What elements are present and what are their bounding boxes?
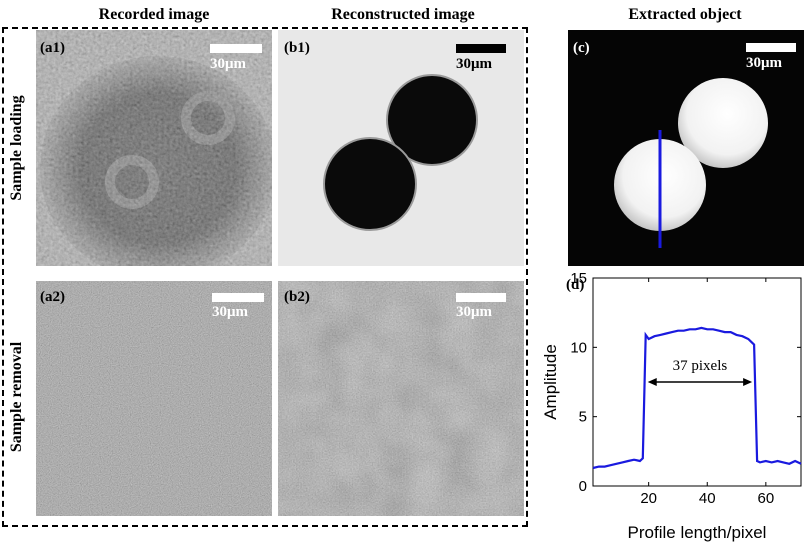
row-label-removal: Sample removal	[8, 341, 25, 453]
y-tick-label: 5	[579, 409, 587, 426]
profile-series-line	[592, 326, 802, 470]
annotation-arrow-head-right	[743, 378, 753, 386]
scale-label-b1: 30μm	[456, 56, 492, 72]
x-tick-label: 60	[758, 490, 775, 507]
x-axis-label: Profile length/pixel	[628, 523, 767, 542]
column-title-reconstructed: Reconstructed image	[331, 6, 475, 23]
scale-label-b2: 30μm	[456, 304, 492, 320]
panel-a2-image	[36, 281, 272, 516]
panel-label-b2: (b2)	[284, 289, 310, 305]
panel-b2-image	[278, 281, 524, 516]
scale-bar-c	[746, 43, 796, 52]
annotation-arrow-head-left	[647, 378, 657, 386]
profile-chart: 20 40 60 0 5 10 15 Profile length/pixel Amplitud…	[530, 268, 806, 543]
panel-label-d: (d)	[566, 277, 585, 293]
panel-b1-image	[278, 30, 524, 266]
panel-label-c: (c)	[573, 40, 590, 56]
y-axis-label: Amplitude	[541, 344, 560, 420]
y-tick-label: 0	[579, 478, 587, 495]
panel-a1-image	[36, 30, 272, 266]
row-label-loading: Sample loading	[8, 95, 25, 201]
column-title-recorded: Recorded image	[98, 6, 210, 23]
column-title-extracted: Extracted object	[628, 6, 742, 23]
panel-c-image	[568, 30, 804, 266]
scale-bar-b1	[456, 44, 506, 53]
y-tick-label: 15	[570, 270, 587, 287]
annotation-label: 37 pixels	[673, 358, 728, 374]
dashed-group-border	[2, 27, 528, 527]
scale-label-a2: 30μm	[212, 304, 248, 320]
panel-label-a1: (a1)	[40, 40, 65, 56]
x-tick-label: 40	[699, 490, 716, 507]
panel-label-a2: (a2)	[40, 289, 65, 305]
panel-label-b1: (b1)	[284, 40, 310, 56]
scale-label-a1: 30μm	[210, 56, 246, 72]
scale-bar-b2	[456, 293, 506, 302]
x-tick-label: 20	[640, 490, 657, 507]
scale-bar-a1	[210, 44, 262, 53]
y-tick-label: 10	[570, 339, 587, 356]
scale-label-c: 30μm	[746, 55, 782, 71]
scale-bar-a2	[212, 293, 264, 302]
